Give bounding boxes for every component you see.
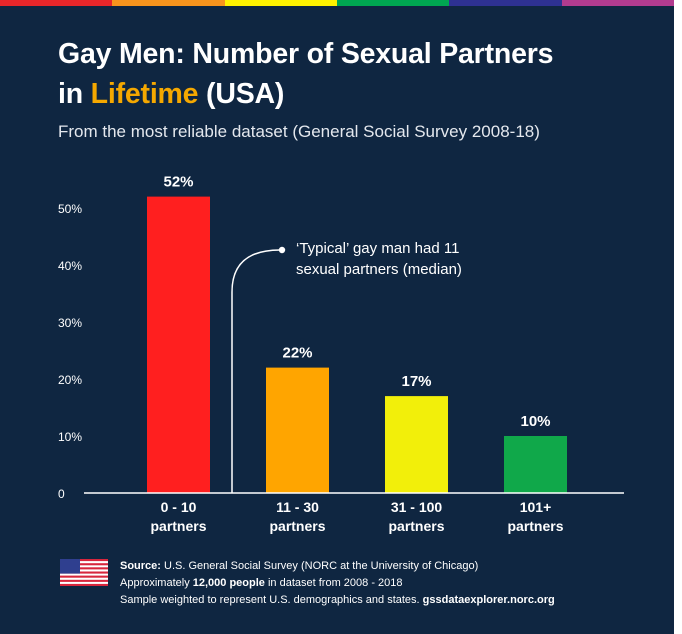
bar xyxy=(266,367,329,493)
x-tick-label: 11 - 30 xyxy=(276,499,319,515)
source-line-3: Sample weighted to represent U.S. demogr… xyxy=(120,592,555,609)
x-tick-label: partners xyxy=(388,518,444,534)
source-line-1: Source: U.S. General Social Survey (NORC… xyxy=(120,558,555,575)
sample-pre: Approximately xyxy=(120,577,193,589)
stripe-segment xyxy=(449,0,562,6)
annotation-text: ‘Typical’ gay man had 11 xyxy=(296,240,459,257)
bar-value-label: 10% xyxy=(520,413,550,430)
source-note: Source: U.S. General Social Survey (NORC… xyxy=(120,558,555,609)
y-tick-label: 30% xyxy=(58,316,82,330)
source-text: U.S. General Social Survey (NORC at the … xyxy=(160,560,479,572)
rainbow-stripe xyxy=(0,0,674,6)
stripe-segment xyxy=(112,0,225,6)
bar-value-label: 17% xyxy=(401,373,431,390)
stripe-segment xyxy=(0,0,113,6)
weighting-note: Sample weighted to represent U.S. demogr… xyxy=(120,594,423,606)
y-tick-label: 40% xyxy=(58,259,82,273)
x-tick-label: partners xyxy=(150,518,206,534)
title-line-2: in Lifetime (USA) xyxy=(58,74,658,114)
sample-post: in dataset from 2008 - 2018 xyxy=(264,577,403,589)
annotation-dot xyxy=(278,246,286,254)
x-tick-label: partners xyxy=(269,518,325,534)
bar xyxy=(147,196,210,493)
x-tick-label: 101+ xyxy=(520,499,552,515)
source-line-2: Approximately 12,000 people in dataset f… xyxy=(120,575,555,592)
stripe-segment xyxy=(561,0,674,6)
title-post: (USA) xyxy=(198,78,285,110)
y-tick-label: 10% xyxy=(58,430,82,444)
chart-subtitle: From the most reliable dataset (General … xyxy=(58,122,540,141)
x-tick-label: 0 - 10 xyxy=(161,499,197,515)
source-label: Source: xyxy=(120,560,161,572)
bar-value-label: 52% xyxy=(163,174,193,191)
x-tick-label: 31 - 100 xyxy=(391,499,443,515)
y-tick-label: 50% xyxy=(58,202,82,216)
title-pre: in xyxy=(58,78,91,110)
stripe-segment xyxy=(336,0,450,6)
bar xyxy=(504,436,567,493)
title-highlight: Lifetime xyxy=(90,78,199,110)
title-line-1: Gay Men: Number of Sexual Partners xyxy=(58,38,554,70)
annotation-text: sexual partners (median) xyxy=(296,261,462,278)
sample-size: 12,000 people xyxy=(192,577,265,589)
x-tick-label: partners xyxy=(507,518,563,534)
stripe-segment xyxy=(224,0,337,6)
y-tick-label: 20% xyxy=(58,373,82,387)
us-flag-icon xyxy=(60,559,108,586)
source-url: gssdataexplorer.norc.org xyxy=(422,594,555,606)
bar xyxy=(385,396,448,493)
y-tick-label: 0 xyxy=(58,487,65,501)
chart-title: Gay Men: Number of Sexual Partners in Li… xyxy=(58,34,658,114)
bar-value-label: 22% xyxy=(282,345,312,362)
annotation-leader-line xyxy=(231,249,281,493)
